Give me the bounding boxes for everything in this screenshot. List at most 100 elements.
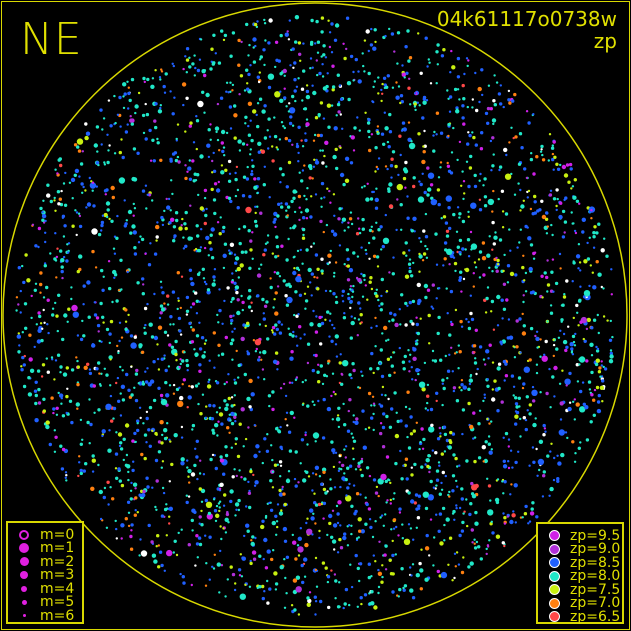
star-point <box>163 354 166 357</box>
star-point <box>223 33 228 38</box>
star-point <box>504 362 508 366</box>
star-point <box>352 368 356 373</box>
star-point <box>196 248 201 253</box>
star-point <box>33 288 37 292</box>
star-point <box>384 126 389 131</box>
star-point <box>584 405 589 410</box>
star-point <box>510 374 515 378</box>
star-point <box>349 336 353 340</box>
star-point <box>274 40 279 44</box>
zp-color-swatch-icon <box>548 597 560 609</box>
magnitude-legend-row: m=5 <box>16 594 82 610</box>
star-point <box>323 154 326 158</box>
star-point <box>286 30 289 33</box>
star-point <box>502 436 505 439</box>
star-point <box>573 398 576 401</box>
star-point <box>363 593 368 597</box>
star-point <box>276 285 280 288</box>
star-point <box>67 251 70 254</box>
star-point <box>399 203 403 207</box>
magnitude-legend-label: m=6 <box>40 607 75 624</box>
star-point <box>40 375 44 378</box>
star-point <box>109 384 112 387</box>
star-point <box>137 91 141 95</box>
star-point <box>361 217 365 222</box>
star-point <box>512 510 515 513</box>
star-point <box>514 521 517 524</box>
star-point <box>422 150 426 154</box>
star-point <box>365 252 368 255</box>
star-point <box>428 470 431 474</box>
star-point <box>390 407 394 411</box>
star-point <box>57 158 61 162</box>
star-point <box>37 328 42 333</box>
star-point <box>356 566 360 571</box>
star-point <box>532 460 536 464</box>
star-point <box>393 391 397 395</box>
star-point <box>197 193 200 197</box>
star-point <box>58 197 62 201</box>
star-point <box>245 505 248 508</box>
star-point <box>234 256 240 261</box>
star-point <box>148 322 153 327</box>
star-point <box>359 307 362 310</box>
star-point <box>224 595 227 598</box>
star-point <box>184 210 188 215</box>
star-point <box>317 363 320 366</box>
star-point <box>317 399 320 403</box>
star-point <box>254 224 259 228</box>
star-point <box>171 62 174 65</box>
star-point <box>117 399 121 403</box>
star-point <box>400 567 404 571</box>
star-point <box>538 468 541 472</box>
star-point <box>482 184 485 187</box>
star-point <box>264 514 268 518</box>
star-point <box>200 488 206 494</box>
star-point <box>202 473 206 476</box>
star-point <box>318 529 321 533</box>
star-point <box>531 446 535 449</box>
star-point <box>486 477 489 480</box>
star-point <box>53 199 56 202</box>
star-point <box>535 447 538 451</box>
star-point <box>191 159 195 163</box>
star-point <box>219 458 225 463</box>
star-point <box>332 451 335 455</box>
star-point <box>297 77 300 80</box>
zp-legend-row: zp=9.0 <box>546 541 622 557</box>
star-point <box>206 143 211 148</box>
star-point <box>283 558 286 561</box>
star-point <box>368 257 371 260</box>
star-point <box>556 477 560 481</box>
star-point <box>375 485 379 489</box>
star-point <box>164 380 168 385</box>
star-point <box>186 466 189 469</box>
star-point <box>148 444 152 448</box>
star-point <box>217 61 222 65</box>
star-point <box>481 256 487 261</box>
star-point <box>198 58 202 61</box>
star-point <box>131 439 135 443</box>
star-point <box>455 230 459 233</box>
star-point <box>473 361 478 365</box>
star-point <box>328 31 332 34</box>
star-point <box>450 322 454 327</box>
star-point <box>96 323 101 328</box>
star-point <box>548 367 551 371</box>
star-point <box>234 194 238 198</box>
star-point <box>521 331 527 336</box>
star-point <box>589 264 592 267</box>
star-point <box>347 97 351 102</box>
star-point <box>185 363 190 368</box>
star-point <box>426 401 429 405</box>
star-point <box>360 246 363 249</box>
star-point <box>606 319 609 322</box>
star-point <box>534 417 537 420</box>
star-point <box>522 300 525 304</box>
star-point <box>153 559 158 564</box>
star-point <box>93 143 99 148</box>
star-point <box>170 217 175 222</box>
star-point <box>203 342 207 345</box>
star-point <box>441 470 445 475</box>
star-point <box>461 432 464 436</box>
